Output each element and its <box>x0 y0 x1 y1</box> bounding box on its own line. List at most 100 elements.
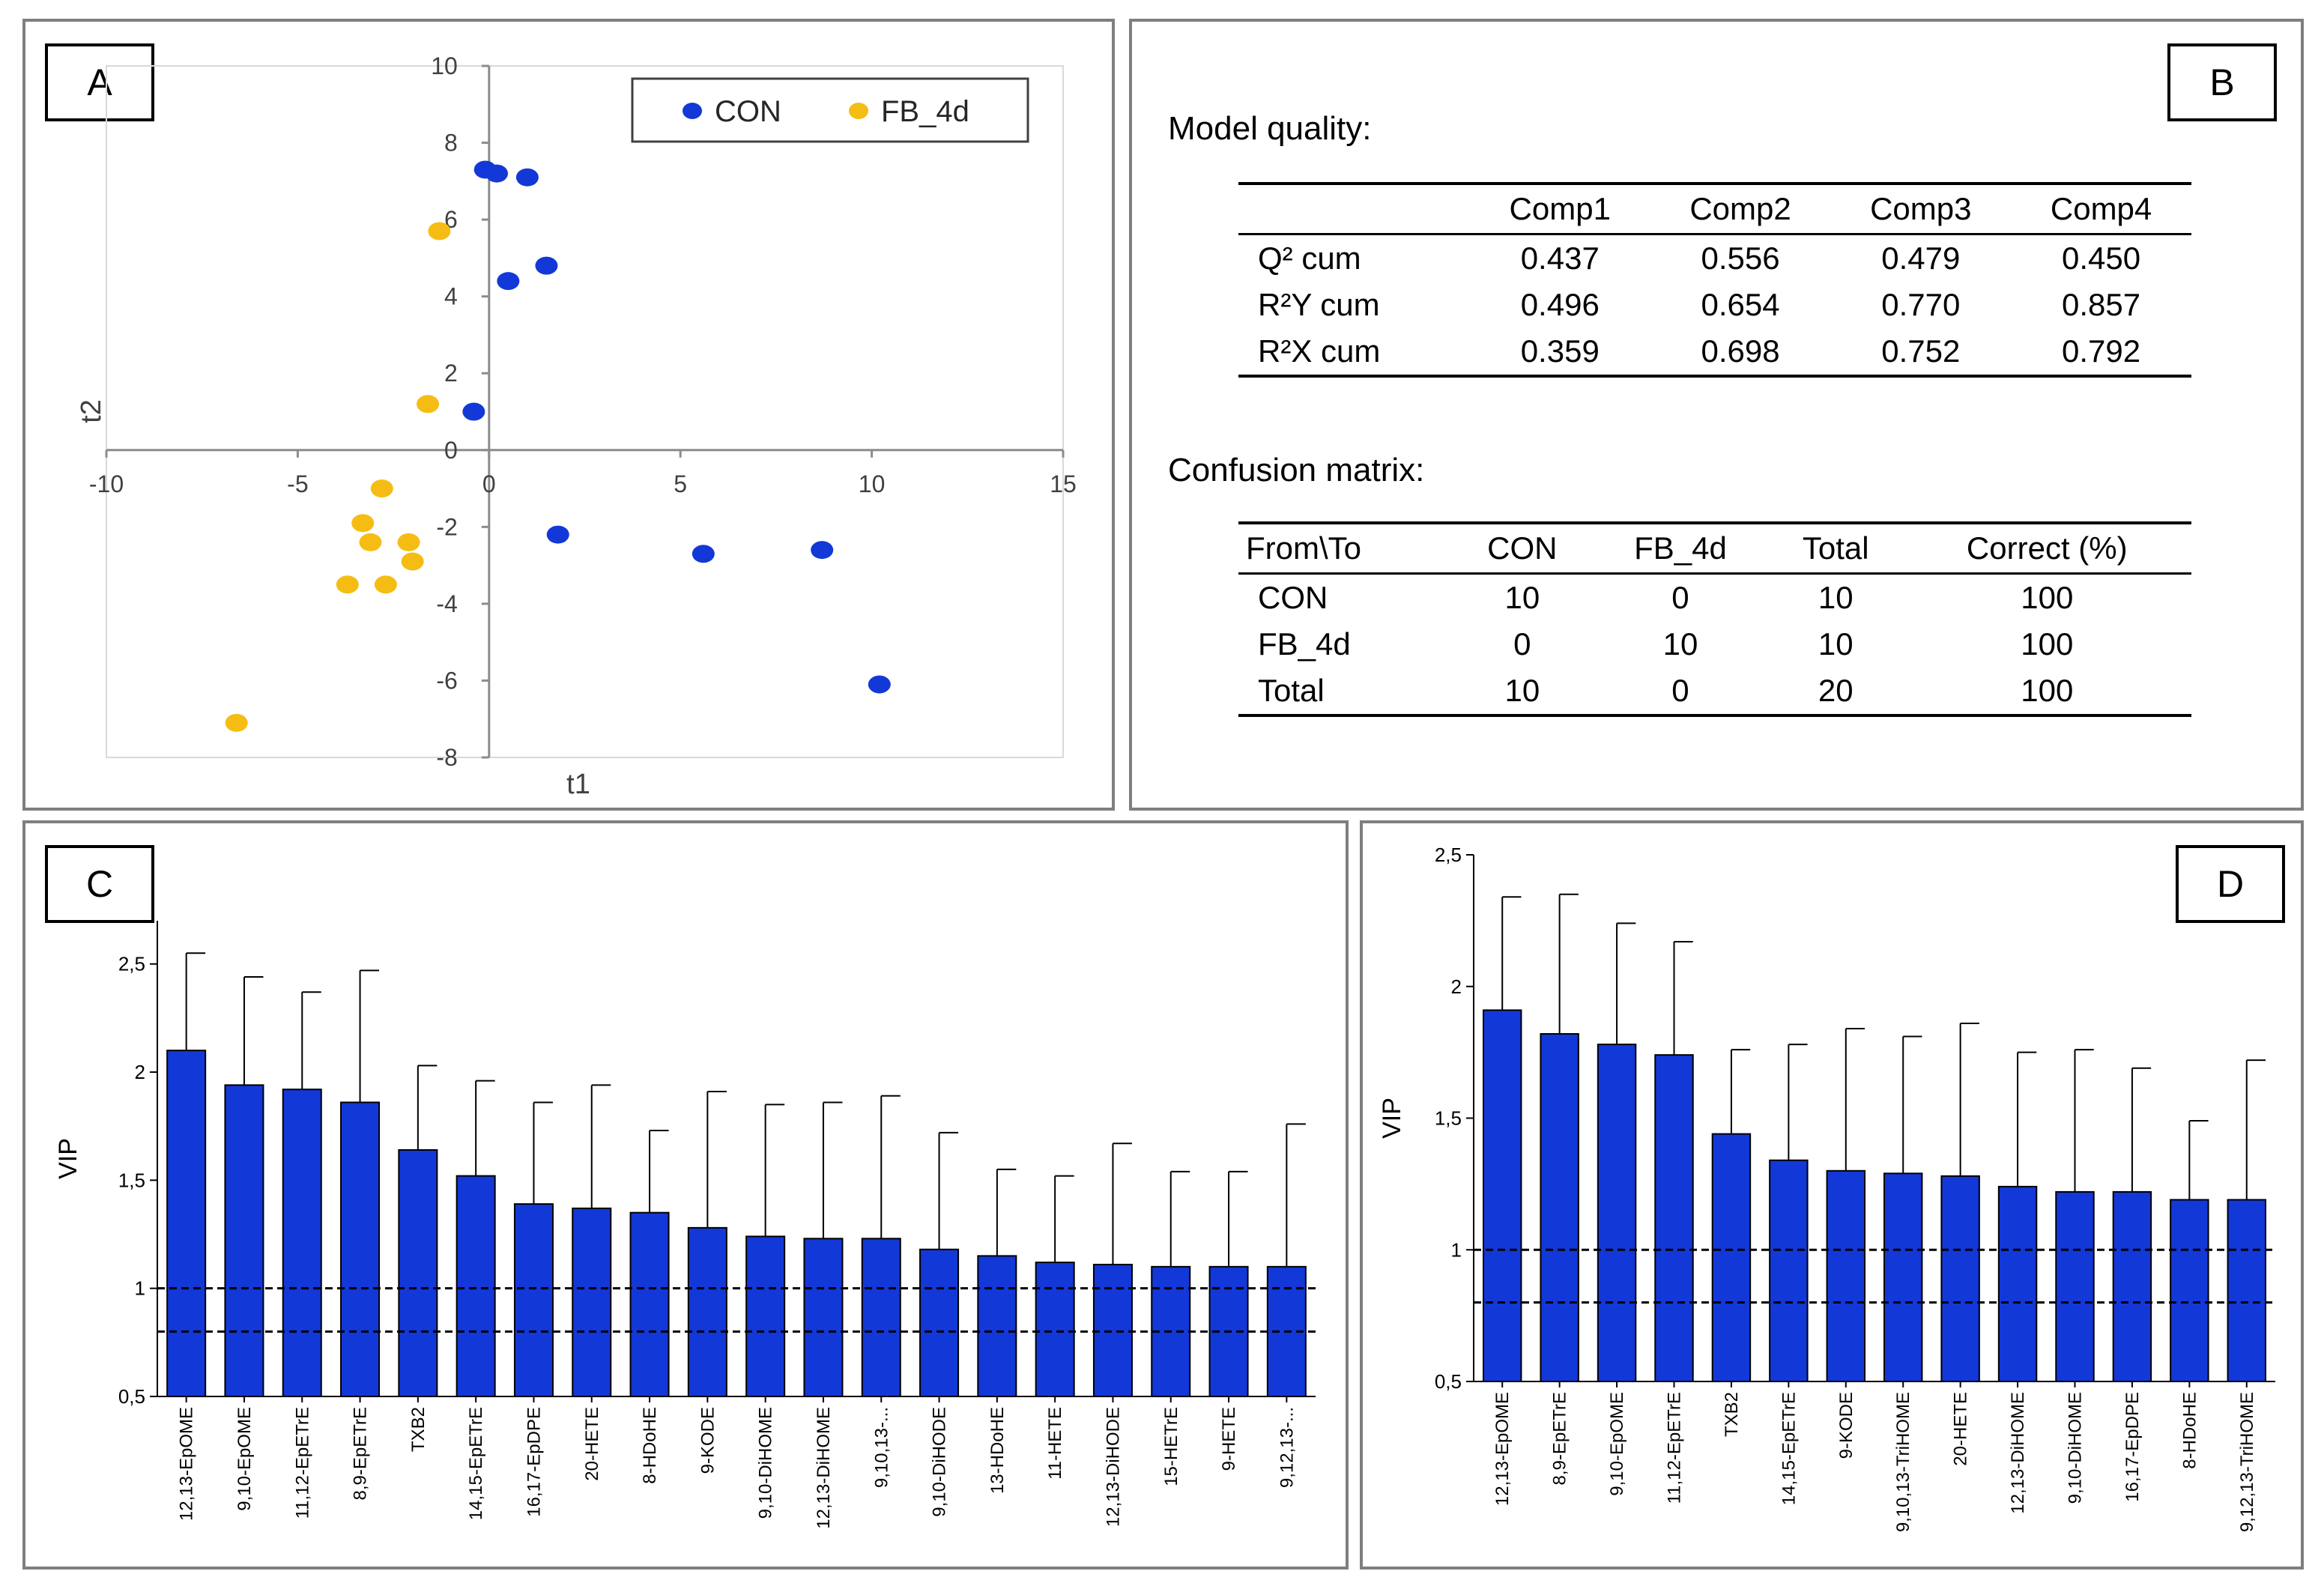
y-tick-label: -4 <box>436 590 457 617</box>
model-quality-cell: 0.698 <box>1701 333 1780 369</box>
category-label: 9,10-EpOME <box>1607 1392 1627 1496</box>
data-point-fb-4d <box>374 575 397 594</box>
category-label: 12,13-EpOME <box>1492 1392 1513 1506</box>
category-label: 16,17-EpDPE <box>524 1407 544 1517</box>
category-label: 9-HETE <box>1219 1407 1239 1471</box>
confusion-matrix-cell: 10 <box>1818 626 1854 662</box>
category-label: 12,13-DiHOME <box>814 1407 834 1529</box>
y-tick-label: 4 <box>444 283 458 310</box>
legend-marker-con <box>683 103 702 119</box>
confusion-matrix-cell: 100 <box>2021 626 2074 662</box>
y-tick-label: 2 <box>135 1061 145 1083</box>
category-label: 8-HDoHE <box>640 1407 660 1484</box>
model-quality-table: Comp1 Comp2 Comp3 Comp4 Q² cum 0.437 0.556 0.4… <box>1238 182 2191 378</box>
vip-bar <box>1826 1169 1866 1382</box>
y-tick-label: -2 <box>436 513 457 540</box>
vip-bar <box>687 1226 727 1398</box>
category-label: 11-HETE <box>1045 1407 1065 1480</box>
data-point-con <box>546 525 569 544</box>
legend-marker-fb-4d <box>849 103 868 119</box>
vip-bar <box>398 1148 438 1397</box>
vip-bar <box>1711 1133 1752 1382</box>
vip-bar <box>1092 1263 1133 1397</box>
category-label: 9,10-DiHODE <box>930 1407 950 1517</box>
model-quality-row-label: R²X cum <box>1258 333 1381 369</box>
confusion-matrix-col-header: FB_4d <box>1591 523 1769 575</box>
vip-bar <box>2112 1190 2152 1383</box>
y-tick-label: 2 <box>444 360 458 387</box>
data-point-fb-4d <box>417 395 440 414</box>
x-axis-label: t1 <box>566 769 590 800</box>
vip-bar <box>1769 1159 1809 1382</box>
vip-bar <box>1540 1033 1579 1382</box>
confusion-matrix-cell: 10 <box>1662 626 1698 662</box>
category-label: 9,12,13-... <box>1277 1407 1297 1488</box>
category-label: 20-HETE <box>1951 1392 1971 1466</box>
y-tick-label: 2,5 <box>1435 844 1462 866</box>
vip-bar <box>745 1235 786 1398</box>
x-tick-label: -5 <box>287 470 308 497</box>
vip-bar <box>629 1211 670 1398</box>
data-point-con <box>497 272 520 291</box>
confusion-matrix-cell: 10 <box>1504 580 1540 615</box>
x-tick-label: 10 <box>859 470 886 497</box>
model-quality-col-header <box>1238 184 1470 235</box>
data-point-con <box>485 164 509 183</box>
model-quality-row-label: Q² cum <box>1258 240 1361 276</box>
plot-area-frame <box>106 65 1064 758</box>
category-label: 8,9-EpETrE <box>351 1407 371 1501</box>
y-tick-label: 2,5 <box>118 953 145 975</box>
category-label: 11,12-EpETrE <box>1665 1392 1685 1504</box>
category-label: TXB2 <box>1722 1392 1742 1437</box>
model-quality-row: Q² cum 0.437 0.556 0.479 0.450 <box>1238 234 2191 282</box>
vip-bar <box>513 1203 554 1397</box>
panel-d-label: D <box>2176 845 2285 923</box>
model-quality-cell: 0.654 <box>1701 287 1780 322</box>
vip-bar <box>1482 1009 1522 1382</box>
category-label: 8,9-EpETrE <box>1550 1392 1570 1486</box>
vip-bar <box>1597 1044 1637 1382</box>
model-quality-row: R²X cum 0.359 0.698 0.752 0.792 <box>1238 328 2191 376</box>
y-tick-label: -8 <box>436 744 457 771</box>
model-quality-col-header: Comp1 <box>1469 184 1650 235</box>
data-point-fb-4d <box>428 222 451 240</box>
vip-bar <box>1940 1175 1980 1382</box>
confusion-matrix-cell: 10 <box>1818 580 1854 615</box>
category-label: 16,17-EpDPE <box>2122 1392 2143 1502</box>
y-tick-label: 1 <box>135 1277 145 1300</box>
vip-bar <box>2170 1199 2209 1382</box>
data-point-con <box>692 545 715 563</box>
model-quality-cell: 0.556 <box>1701 240 1780 276</box>
category-label: 9,10-DiHOME <box>2066 1392 2086 1504</box>
vip-bar <box>2227 1199 2267 1382</box>
confusion-matrix-table: From\To CON FB_4d Total Correct (%) CON 10 0 10… <box>1238 521 2191 717</box>
model-quality-cell: 0.450 <box>2062 240 2141 276</box>
confusion-matrix-row: CON 10 0 10 100 <box>1238 574 2191 622</box>
vip-bar <box>224 1084 264 1397</box>
model-quality-cell: 0.857 <box>2062 287 2141 322</box>
y-tick-label: 10 <box>431 52 458 79</box>
confusion-matrix-col-header: CON <box>1452 523 1592 575</box>
data-point-fb-4d <box>359 533 382 551</box>
panel-c-label: C <box>45 845 154 923</box>
panel-b-label: B <box>2167 43 2277 121</box>
confusion-matrix-cell: 100 <box>2021 673 2074 708</box>
vip-bar <box>282 1089 322 1397</box>
vip-bar <box>861 1238 901 1398</box>
category-label: 15-HETrE <box>1161 1407 1181 1486</box>
model-quality-cell: 0.496 <box>1520 287 1600 322</box>
y-axis-label: VIP <box>54 1138 82 1179</box>
model-quality-heading: Model quality: <box>1168 110 1372 147</box>
y-tick-label: 0 <box>444 437 458 464</box>
x-tick-label: -10 <box>89 470 124 497</box>
vip-bar <box>1654 1054 1694 1382</box>
confusion-matrix-cell: 0 <box>1671 580 1689 615</box>
model-quality-col-header: Comp4 <box>2011 184 2191 235</box>
category-label: TXB2 <box>408 1407 429 1452</box>
vip-bar <box>1997 1185 2038 1382</box>
confusion-matrix-header-row: From\To CON FB_4d Total Correct (%) <box>1238 523 2191 575</box>
panel-a: A -10 -5 0 5 10 15 -8 -6 -4 -2 0 2 4 6 8 10 t1 t2 CON FB_4d <box>22 19 1115 811</box>
vip-bar <box>2055 1190 2095 1383</box>
vip-bar-chart-d: 0,5 1 1,5 2 2,5 VIP 12,13-EpOME 8,9-EpETrE 9,10-… <box>1378 844 2275 1532</box>
model-quality-row: R²Y cum 0.496 0.654 0.770 0.857 <box>1238 282 2191 328</box>
